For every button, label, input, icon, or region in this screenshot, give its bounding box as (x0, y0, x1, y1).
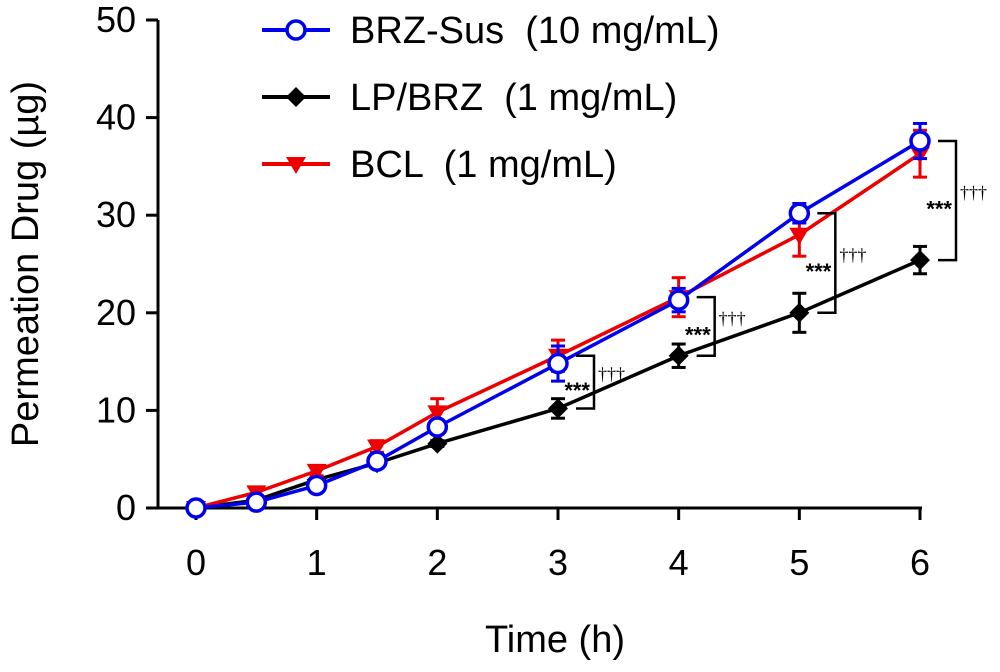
data-point-triangle (789, 227, 810, 245)
significance-bracket: *** ††† (685, 295, 746, 357)
data-point-triangle (286, 157, 306, 174)
y-tick-label: 50 (96, 0, 136, 40)
data-point-open-circle (426, 416, 449, 438)
data-point-open-circle (547, 352, 569, 375)
significance-daggers: ††† (598, 364, 625, 384)
data-point-triangle (306, 463, 327, 481)
significance-daggers: ††† (960, 183, 987, 203)
legend: BRZ-Sus (10 mg/mL) LP/BRZ (1 mg/mL) BCL (1… (262, 10, 720, 186)
legend-item-1: LP/BRZ (1 mg/mL) (262, 77, 677, 119)
legend-label: BRZ-Sus (10 mg/mL) (350, 10, 720, 52)
data-point-open-circle (788, 202, 811, 224)
significance-stars: *** (685, 322, 711, 347)
y-tick-label: 10 (96, 389, 136, 430)
bracket-line (696, 295, 716, 357)
data-point-diamond (910, 250, 930, 271)
data-point-diamond (427, 433, 448, 454)
significance-bracket: *** ††† (926, 139, 987, 262)
significance-annotations: *** ††† *** ††† *** ††† *** ††† (564, 139, 987, 410)
data-point-open-circle (366, 450, 388, 472)
legend-label: LP/BRZ (1 mg/mL) (350, 77, 677, 119)
data-point-diamond (286, 87, 306, 107)
data-point-diamond (668, 345, 689, 366)
x-axis-title: Time (h) (485, 619, 625, 661)
series-2 (186, 128, 930, 518)
bracket-line (576, 354, 596, 410)
series-line (195, 139, 921, 510)
x-tick-label: 2 (427, 542, 447, 583)
y-tick-label: 30 (96, 194, 136, 235)
series-layer (185, 121, 931, 519)
y-ticks: 0 10 20 30 40 50 (96, 0, 158, 528)
significance-daggers: ††† (719, 308, 746, 328)
x-tick-label: 1 (307, 542, 327, 583)
legend-item-2: BCL (1 mg/mL) (262, 144, 617, 186)
data-point-diamond (789, 302, 810, 323)
y-tick-label: 20 (96, 292, 136, 333)
data-point-open-circle (667, 289, 690, 311)
series-line (195, 258, 921, 510)
significance-stars: *** (564, 378, 590, 403)
x-tick-label: 6 (910, 542, 930, 583)
y-axis-title: Permeation Drug (µg) (5, 81, 47, 447)
significance-stars: *** (806, 259, 832, 284)
x-tick-label: 5 (789, 542, 809, 583)
data-point-open-circle (909, 130, 931, 152)
data-point-open-circle (305, 474, 328, 497)
x-tick-label: 3 (548, 542, 568, 583)
y-tick-label: 40 (96, 97, 136, 138)
data-point-open-circle (185, 497, 207, 519)
x-ticks: 0 1 2 3 4 5 6 (186, 508, 930, 583)
legend-item-0: BRZ-Sus (10 mg/mL) (262, 10, 720, 52)
y-tick-label: 0 (116, 487, 136, 528)
bracket-line (938, 139, 958, 262)
significance-bracket: *** ††† (806, 211, 866, 315)
data-point-open-circle (285, 19, 307, 41)
significance-bracket: *** ††† (564, 354, 625, 410)
data-point-triangle (427, 405, 448, 423)
x-tick-label: 0 (186, 542, 206, 583)
data-point-triangle (367, 439, 387, 457)
data-point-diamond (548, 398, 568, 419)
data-point-open-circle (245, 491, 268, 513)
significance-stars: *** (926, 197, 952, 222)
bracket-line (817, 211, 837, 315)
legend-label: BCL (1 mg/mL) (350, 144, 617, 186)
axes (156, 20, 922, 510)
significance-daggers: ††† (839, 245, 866, 265)
x-tick-label: 4 (669, 542, 689, 583)
series-0 (185, 121, 931, 519)
